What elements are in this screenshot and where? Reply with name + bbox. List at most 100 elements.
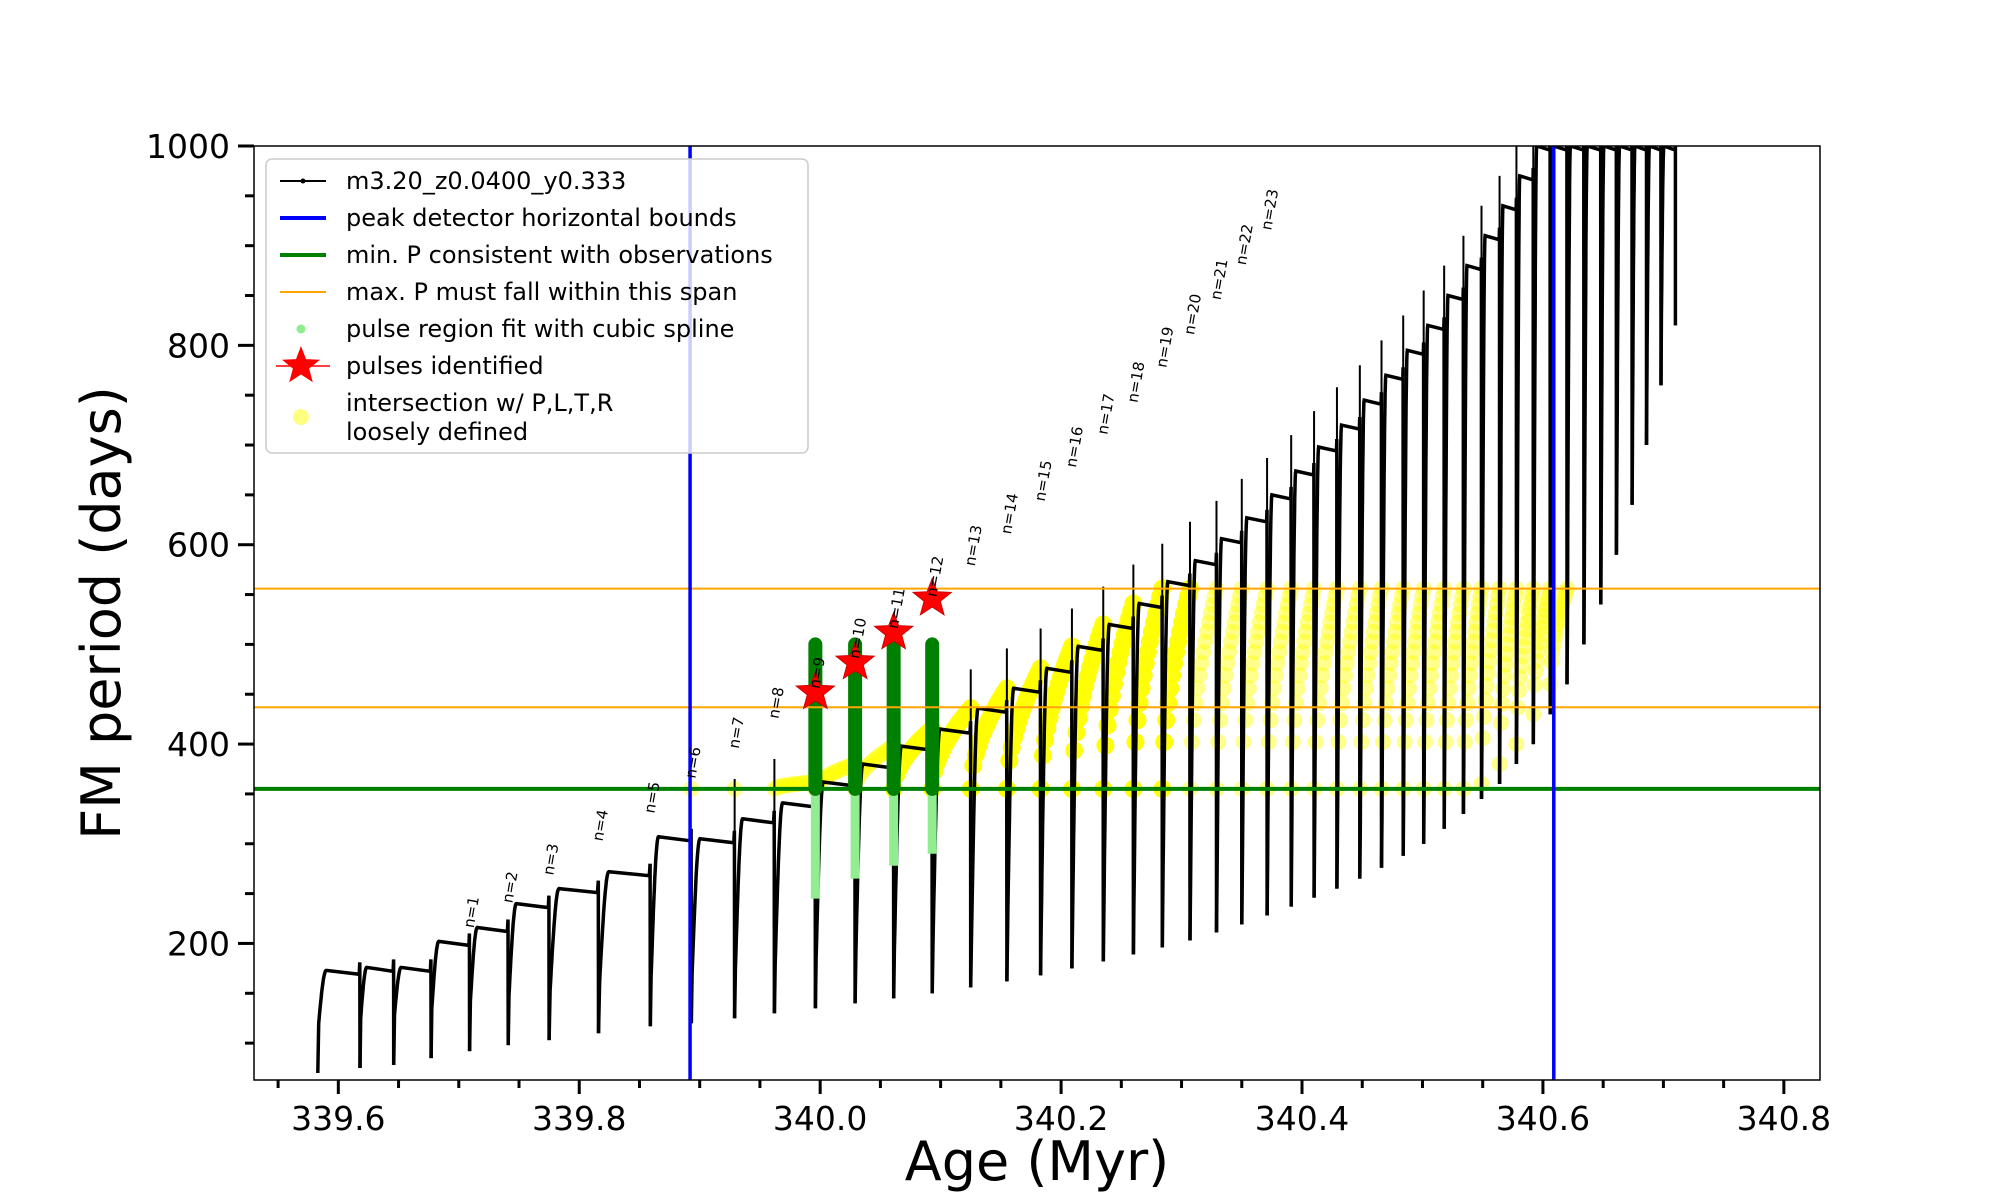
track-pulse (772, 794, 818, 1014)
legend-intersection-swatch (293, 409, 309, 425)
intersection-marker (1315, 655, 1332, 672)
pulse-index-label: n=7 (725, 716, 748, 750)
track-pulse (1379, 367, 1405, 868)
y-tick-label: 400 (167, 725, 230, 764)
intersection-marker (1482, 642, 1499, 659)
track-pulse (1479, 227, 1502, 799)
intersection-marker (1445, 644, 1462, 661)
intersection-marker (1418, 712, 1435, 729)
intersection-marker (1384, 644, 1401, 661)
intersection-marker (1500, 636, 1517, 653)
intersection-marker (1443, 667, 1460, 684)
track-pulse (467, 919, 510, 1052)
track-pulse (853, 755, 896, 1004)
intersection-marker (1430, 614, 1447, 631)
track-pulse (1421, 317, 1446, 844)
track-pulse (1101, 616, 1136, 962)
intersection-marker (835, 760, 852, 777)
intersection-marker (1276, 614, 1293, 631)
intersection-marker (1402, 667, 1419, 684)
track-pulse (1514, 167, 1536, 765)
legend-label: pulse region fit with cubic spline (346, 315, 734, 343)
track-pulse (596, 863, 653, 1034)
legend-box (265, 158, 809, 454)
track-pulse (813, 773, 857, 1009)
intersection-marker (1532, 627, 1549, 644)
track-pulse (429, 933, 472, 1059)
intersection-marker (1519, 614, 1536, 631)
track-pulse (1265, 486, 1293, 916)
x-tick-label: 340.4 (1255, 1099, 1349, 1138)
pulse-index-label: n=4 (589, 808, 612, 842)
intersection-marker (827, 763, 844, 780)
intersection-marker (1296, 633, 1313, 650)
intersection-marker (1387, 623, 1404, 640)
pulse-index-label: n=23 (1257, 188, 1282, 232)
intersection-marker (1502, 618, 1519, 635)
intersection-marker (1365, 623, 1382, 640)
intersection-marker (1342, 633, 1359, 650)
intersection-marker (1458, 712, 1475, 729)
intersection-marker (1534, 613, 1551, 630)
legend-label: min. P consistent with observations (346, 241, 773, 269)
pulse-index-label: n=17 (1094, 392, 1119, 436)
intersection-marker (1427, 633, 1444, 650)
intersection-marker (874, 745, 891, 762)
intersection-marker (832, 761, 849, 778)
intersection-marker (1553, 601, 1570, 618)
intersection-marker (1272, 633, 1289, 650)
intersection-marker (1447, 633, 1464, 650)
x-axis-label: Age (Myr) (905, 1130, 1170, 1193)
track-pulse (1614, 146, 1634, 555)
intersection-marker (1294, 644, 1311, 661)
intersection-marker (1533, 620, 1550, 637)
track-pulse (1038, 660, 1074, 976)
pulse-index-label: n=15 (1031, 459, 1056, 503)
intersection-marker (1501, 627, 1518, 644)
intersection-marker (1498, 645, 1515, 662)
plot-frame (253, 145, 1821, 1081)
legend-label: peak detector horizontal bounds (346, 204, 737, 232)
intersection-marker (1332, 712, 1349, 729)
intersection-marker (1483, 632, 1500, 649)
y-axis-label: FM period (days) (70, 386, 133, 840)
track-pulse (1188, 552, 1219, 941)
intersection-marker (1195, 644, 1212, 661)
x-axis: 339.6 339.8 340.0 340.2 340.4 340.6 340.8 (276, 1080, 1831, 1138)
intersection-marker (1551, 605, 1568, 622)
pulse-index-label: n=13 (961, 524, 986, 568)
track-pulse (732, 810, 777, 1019)
pulse-index-label: n=8 (765, 686, 788, 720)
intersection-marker (1425, 644, 1442, 661)
intersection-marker (1467, 623, 1484, 640)
intersection-marker (1345, 614, 1362, 631)
intersection-marker (1422, 667, 1439, 684)
intersection-marker (1337, 667, 1354, 684)
pulse-star (794, 670, 836, 710)
intersection-marker (1271, 644, 1288, 661)
intersection-marker (1376, 712, 1393, 729)
track-pulse (1358, 392, 1384, 879)
intersection-marker (1354, 712, 1371, 729)
intersection-marker (869, 749, 886, 766)
track-pulse (1565, 146, 1586, 685)
intersection-marker (1438, 712, 1455, 729)
intersection-marker (824, 765, 841, 782)
pulse-index-label: n=14 (997, 492, 1022, 536)
track-pulse (1005, 680, 1043, 982)
pulse-index-label: n=6 (682, 745, 705, 779)
legend-label: pulses identified (346, 352, 544, 380)
intersection-marker (1309, 712, 1326, 729)
intersection-marker (1493, 695, 1510, 712)
intersection-marker (1385, 633, 1402, 650)
track-pulse (1131, 595, 1165, 955)
track-pulse (547, 880, 601, 1041)
x-tick-label: 339.8 (532, 1099, 626, 1138)
intersection-marker (1389, 614, 1406, 631)
x-tick-label: 340.2 (1014, 1099, 1108, 1138)
intersection-marker (1246, 644, 1263, 661)
intersection-marker (1267, 667, 1284, 684)
pulse-index-label: n=1 (460, 895, 483, 929)
